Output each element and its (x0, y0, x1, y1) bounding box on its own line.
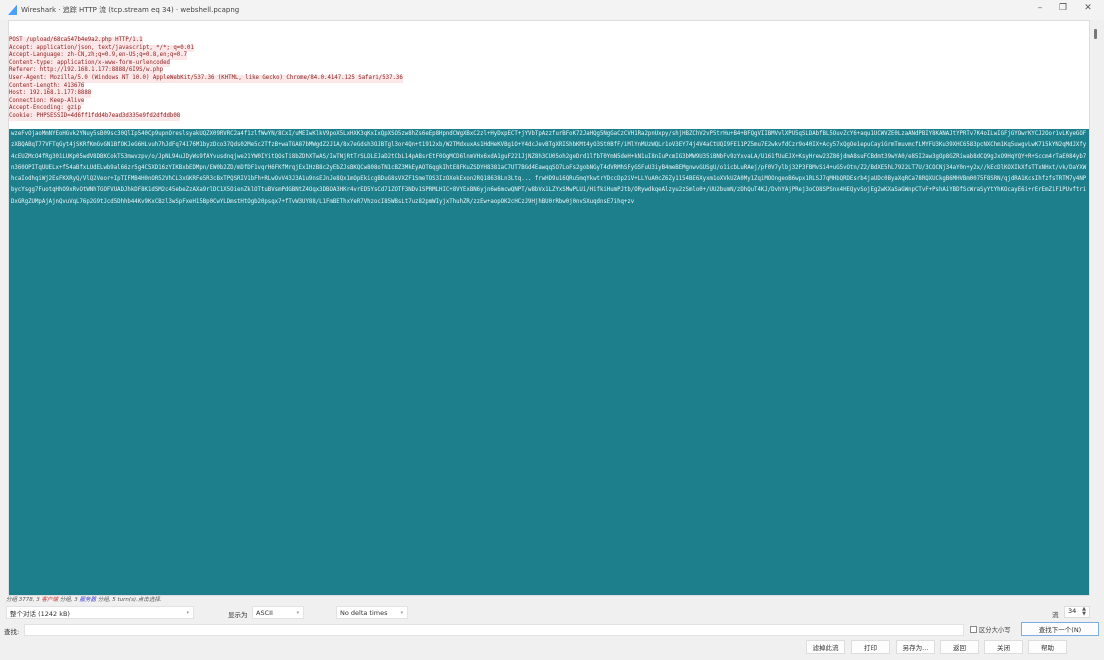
chevron-down-icon: ▾ (186, 609, 189, 616)
header-line: Content-Length: 413676 (9, 82, 85, 91)
window-title: Wireshark · 追踪 HTTP 流 (tcp.stream eq 34)… (21, 6, 240, 14)
wireshark-fin-icon (8, 5, 17, 15)
header-line: Host: 192.168.1.177:8888 (9, 90, 92, 98)
restore-icon[interactable]: ❐ (1058, 3, 1068, 13)
stream-number-spinner[interactable]: 34 ▲ ▼ (1064, 606, 1090, 618)
filter-out-button[interactable]: 滤掉此流 (806, 640, 845, 654)
header-line: Accept: application/json, text/javascrip… (9, 44, 194, 53)
conversation-select[interactable]: 整个对话 (1242 kB) ▾ (6, 606, 194, 619)
request-headers: POST /upload/68ca547b4e9a2.php HTTP/1.1 A… (9, 37, 403, 121)
stream-label: 流 (1052, 611, 1059, 619)
chevron-down-icon: ▾ (296, 609, 299, 616)
print-button[interactable]: 打印 (851, 640, 890, 654)
show-as-label: 显示为 (228, 611, 248, 619)
client-label: 客户端 (41, 597, 59, 603)
stream-status: 分组 3778, 3 客户端 分组, 3 服务器 分组, 5 turn(s).点… (6, 597, 162, 603)
vertical-scrollbar[interactable] (1090, 20, 1102, 596)
header-line: POST /upload/68ca547b4e9a2.php HTTP/1.1 (9, 37, 143, 45)
find-input[interactable] (24, 624, 964, 636)
chevron-down-icon: ▾ (400, 609, 403, 616)
title-bar: Wireshark · 追踪 HTTP 流 (tcp.stream eq 34)… (0, 0, 1104, 20)
scrollbar-thumb[interactable] (1094, 29, 1097, 39)
minimize-icon[interactable]: – (1037, 3, 1043, 13)
delta-times-select[interactable]: No delta times ▾ (336, 606, 408, 619)
help-button[interactable]: 帮助 (1028, 640, 1067, 654)
stream-content[interactable]: POST /upload/68ca547b4e9a2.php HTTP/1.1 A… (8, 20, 1090, 596)
save-as-button[interactable]: 另存为... (896, 640, 935, 654)
header-line: Accept-Encoding: gzip (9, 105, 81, 113)
spinner-arrows-icon[interactable]: ▲ ▼ (1082, 606, 1086, 617)
header-line: Content-type: application/x-www-form-url… (9, 59, 170, 68)
header-line: Referer: http://192.168.1.177:8888/6I9S/… (9, 67, 164, 75)
header-line: Accept-Language: zh-CN,zh;q=0.9,en-US;q=… (9, 52, 188, 60)
back-button[interactable]: 返回 (940, 640, 979, 654)
server-label: 服务器 (79, 597, 97, 603)
find-next-button[interactable]: 查找下一个(N) (1021, 622, 1099, 636)
header-line: Cookie: PHPSESSID=4d6ff1fdd4b7ead3d335e9… (9, 112, 181, 121)
close-icon[interactable]: ✕ (1084, 3, 1092, 13)
header-line: User-Agent: Mozilla/5.0 (Windows NT 10.0… (9, 74, 403, 83)
checkbox-icon[interactable] (970, 626, 977, 633)
find-label: 查找: (4, 628, 20, 636)
close-button[interactable]: 关闭 (984, 640, 1023, 654)
show-as-select[interactable]: ASCII ▾ (252, 606, 304, 619)
header-line: Connection: Keep-Alive (9, 97, 85, 106)
request-body-selected[interactable]: wzeFvOjaoMmNYEoHGvk2YNuy5sB09sc30QlIp540… (9, 129, 1089, 595)
case-sensitive-checkbox[interactable]: 区分大小写 (970, 625, 1010, 634)
